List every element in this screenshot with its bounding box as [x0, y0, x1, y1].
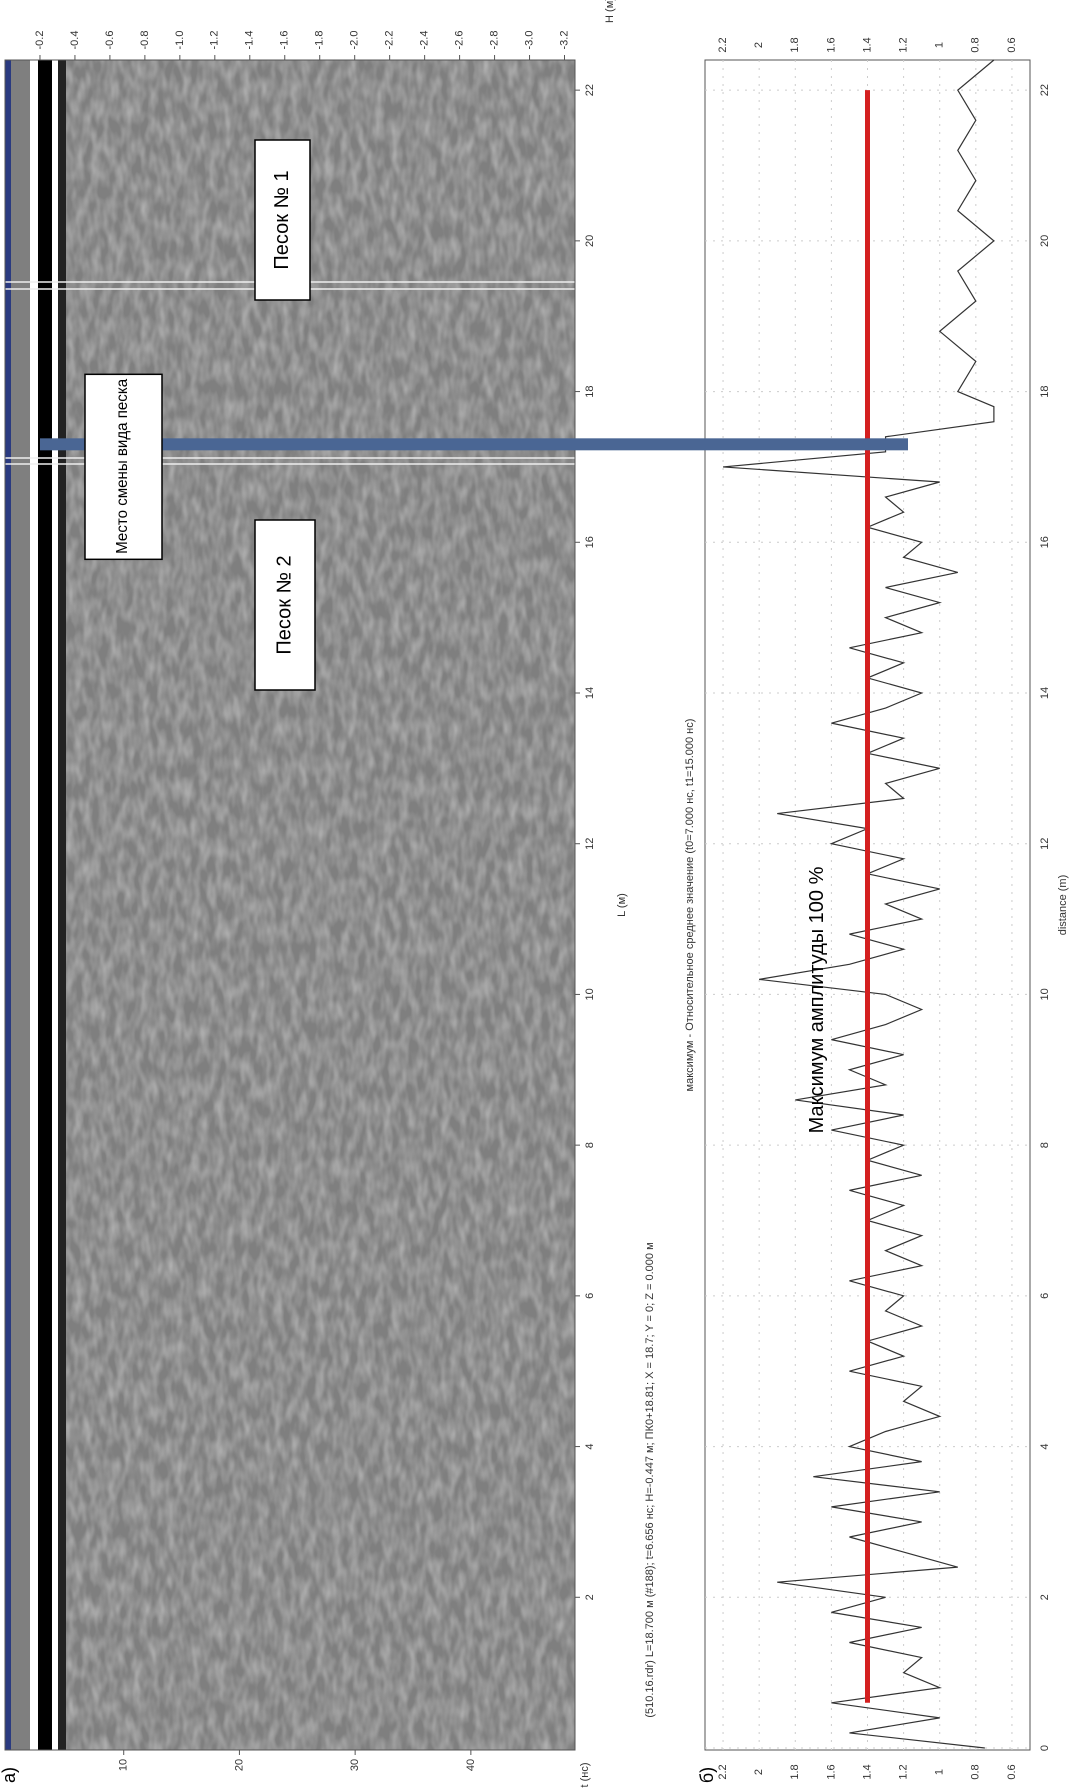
y2-axis-label: H (м) [604, 0, 616, 23]
y-tick-label: 0.6 [1006, 1764, 1018, 1779]
x-tick-label: 16 [1039, 536, 1051, 548]
region-box [254, 139, 311, 301]
y-tick-label: 2.2 [717, 1764, 729, 1779]
reference-label: Максимум амплитуды 100 % [806, 866, 828, 1133]
y2-tick-label: -0.8 [139, 31, 151, 50]
band [38, 60, 52, 1750]
x-tick-label: 12 [1039, 838, 1051, 850]
y2-tick-label: -2.6 [454, 31, 466, 50]
x-tick-label: 2 [1039, 1594, 1051, 1600]
panel-label: б) [697, 1767, 717, 1783]
x-tick-label: 6 [584, 1293, 596, 1299]
y-tick-label: 1.2 [898, 37, 910, 52]
y-tick-label: 0.8 [970, 37, 982, 52]
y-axis-label: t (нс) [579, 1762, 591, 1787]
data-line [723, 59, 995, 1749]
x-tick-label: 12 [584, 838, 596, 850]
radargram-frame [4, 59, 576, 1751]
y-tick-label: 0.6 [1006, 37, 1018, 52]
y2-tick-label: -2.2 [384, 31, 396, 50]
y-tick-label: 1.6 [825, 1764, 837, 1779]
y-tick-label: 1.8 [789, 1764, 801, 1779]
y-tick-label: 0.8 [970, 1764, 982, 1779]
y-tick-label: 1.4 [861, 1764, 873, 1779]
y2-tick-label: -1.6 [279, 31, 291, 50]
x-tick-label: 14 [1039, 687, 1051, 699]
y-tick-label: 1.4 [861, 37, 873, 52]
x-tick-label: 20 [584, 235, 596, 247]
y-tick-label: 2 [753, 1769, 765, 1775]
x-axis-label: distance (m) [1057, 875, 1069, 936]
y-tick-label: 20 [233, 1759, 245, 1771]
boundary-box [84, 373, 163, 561]
y2-tick-label: -2.8 [488, 31, 500, 50]
y2-tick-label: -2.4 [419, 31, 431, 50]
x-tick-label: 0 [1039, 1745, 1051, 1751]
x-tick-label: 18 [1039, 385, 1051, 397]
y-tick-label: 1.2 [898, 1764, 910, 1779]
panel-label: а) [0, 1767, 19, 1783]
x-tick-label: 10 [584, 988, 596, 1000]
x-tick-label: 10 [1039, 988, 1051, 1000]
region-label: Песок № 1 [271, 170, 293, 269]
chart-title: максимум - Относительное среднее значени… [684, 719, 696, 1092]
x-tick-label: 8 [1039, 1142, 1051, 1148]
y-tick-label: 2.2 [717, 37, 729, 52]
boundary-label: Место смены вида песка [114, 379, 131, 554]
y2-tick-label: -2.0 [349, 31, 361, 50]
y-tick-label: 2 [753, 42, 765, 48]
y-tick-label: 1.6 [825, 37, 837, 52]
x-tick-label: 16 [584, 536, 596, 548]
y2-tick-label: -0.4 [69, 31, 81, 50]
y2-tick-label: -3.2 [558, 31, 570, 50]
y2-tick-label: -3.0 [523, 31, 535, 50]
x-tick-label: 22 [1039, 84, 1051, 96]
x-tick-label: 18 [584, 385, 596, 397]
y-tick-label: 1 [934, 42, 946, 48]
x-tick-label: 2 [584, 1594, 596, 1600]
region-label: Песок № 2 [273, 555, 295, 654]
y-tick-label: 30 [349, 1759, 361, 1771]
x-tick-label: 6 [1039, 1293, 1051, 1299]
x-tick-label: 4 [1039, 1444, 1051, 1450]
band [58, 60, 66, 1750]
y2-tick-label: -1.8 [314, 31, 326, 50]
band [52, 60, 58, 1750]
boundary-line [40, 438, 908, 451]
y2-tick-label: -1.2 [209, 31, 221, 50]
y-tick-label: 40 [465, 1759, 477, 1771]
band [30, 60, 38, 1750]
x-tick-label: 8 [584, 1142, 596, 1148]
x-tick-label: 20 [1039, 235, 1051, 247]
x-tick-label: 22 [584, 84, 596, 96]
y2-tick-label: -0.2 [34, 31, 46, 50]
y-tick-label: 1 [934, 1769, 946, 1775]
edge [5, 60, 11, 1750]
y2-tick-label: -1.0 [174, 31, 186, 50]
caption: (510.16.rdr) L=18.700 м (#188); t=6.656 … [644, 1242, 656, 1717]
y2-tick-label: -1.4 [244, 31, 256, 50]
x-tick-label: 14 [584, 687, 596, 699]
y2-tick-label: -0.6 [104, 31, 116, 50]
y-tick-label: 1.8 [789, 37, 801, 52]
x-tick-label: 4 [584, 1444, 596, 1450]
y-tick-label: 10 [118, 1759, 130, 1771]
x-axis-label: L (м) [616, 893, 628, 917]
region-box [254, 519, 316, 691]
radargram-texture [60, 60, 575, 1750]
